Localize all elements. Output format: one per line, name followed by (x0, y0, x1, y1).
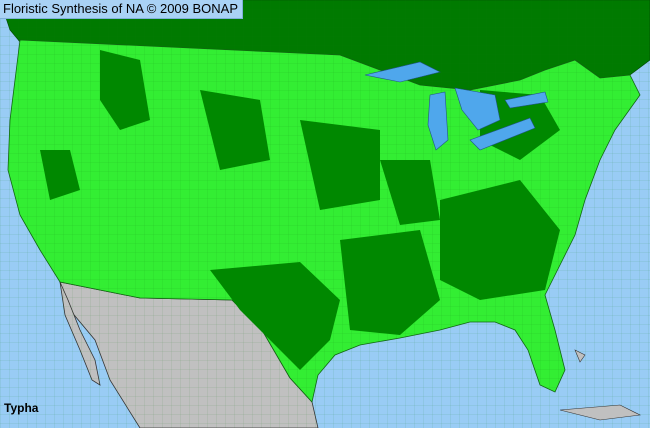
caribbean-islands (559, 349, 642, 421)
map-title: Floristic Synthesis of NA © 2009 BONAP (0, 0, 244, 19)
taxon-label: Typha (4, 401, 39, 415)
great-lakes (364, 61, 549, 151)
county-presence-patches (40, 50, 560, 370)
